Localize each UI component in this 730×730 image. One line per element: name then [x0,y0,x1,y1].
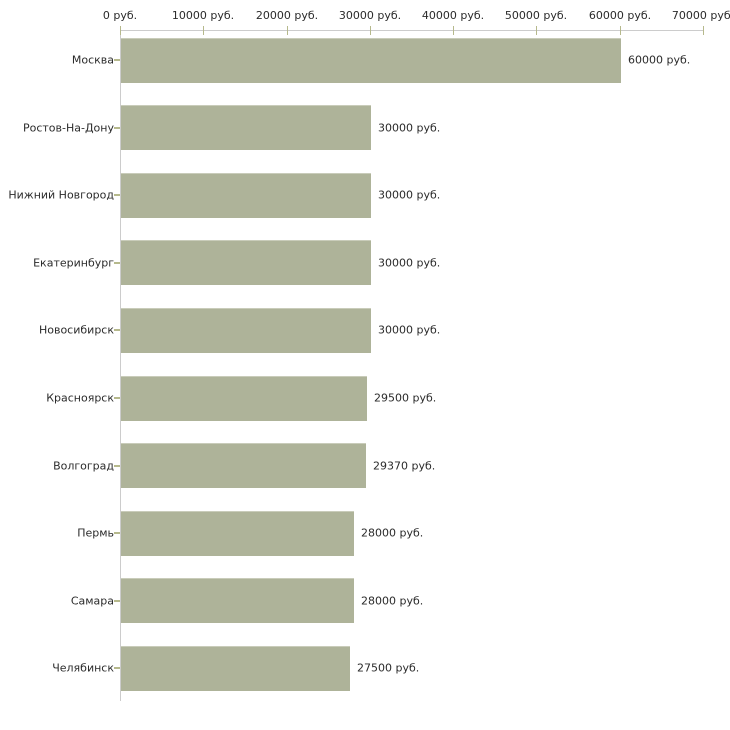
x-tick-label: 30000 руб. [338,9,402,22]
x-tick-label: 50000 руб. [504,9,568,22]
category-label: Красноярск [46,391,114,405]
y-tick-mark [114,667,120,670]
y-axis-line [120,30,121,701]
bar [121,37,621,83]
bar [121,307,371,353]
value-label: 28000 руб. [361,594,424,608]
category-label: Волгоград [53,459,114,473]
category-label: Новосибирск [38,323,114,337]
x-axis-line [120,30,703,31]
category-label: Пермь [77,526,114,540]
x-tick-mark [370,26,371,35]
value-label: 29370 руб. [373,459,436,473]
x-tick-mark [703,26,704,35]
y-tick-mark [114,261,120,264]
x-tick-label: 60000 руб. [588,9,652,22]
x-tick-label: 20000 руб. [255,9,319,22]
y-tick-mark [114,397,120,399]
x-tick-mark [203,26,204,35]
value-label: 29500 руб. [374,391,437,405]
x-tick-label: 0 руб. [102,9,138,22]
x-tick-mark [287,26,288,35]
y-tick-mark [114,599,120,602]
category-label: Самара [70,594,114,608]
y-tick-mark [114,329,120,332]
category-label: Нижний Новгород [8,188,114,202]
value-label: 30000 руб. [378,323,441,337]
x-tick-mark [536,26,537,35]
bar [121,172,371,218]
bar [121,578,354,624]
bar [121,443,366,489]
category-label: Москва [71,53,114,67]
bar [121,510,354,556]
value-label: 30000 руб. [378,188,441,202]
bar [121,375,367,421]
value-label: 27500 руб. [357,661,420,675]
y-tick-mark [114,532,120,535]
x-tick-mark [620,26,621,35]
x-tick-mark [453,26,454,35]
x-tick-label: 10000 руб. [171,9,235,22]
y-tick-mark [114,126,120,129]
y-tick-mark [114,59,120,61]
bar [121,645,350,691]
x-tick-label: 70000 руб. [671,9,730,22]
category-label: Челябинск [52,661,114,675]
value-label: 60000 руб. [628,53,691,67]
value-label: 30000 руб. [378,256,441,270]
value-label: 28000 руб. [361,526,424,540]
bar [121,105,371,151]
x-tick-mark [120,26,121,35]
value-label: 30000 руб. [378,121,441,135]
category-label: Ростов-На-Дону [22,121,114,135]
bar [121,240,371,286]
category-label: Екатеринбург [33,256,114,270]
y-tick-mark [114,464,120,467]
y-tick-mark [114,194,120,197]
x-tick-label: 40000 руб. [421,9,485,22]
